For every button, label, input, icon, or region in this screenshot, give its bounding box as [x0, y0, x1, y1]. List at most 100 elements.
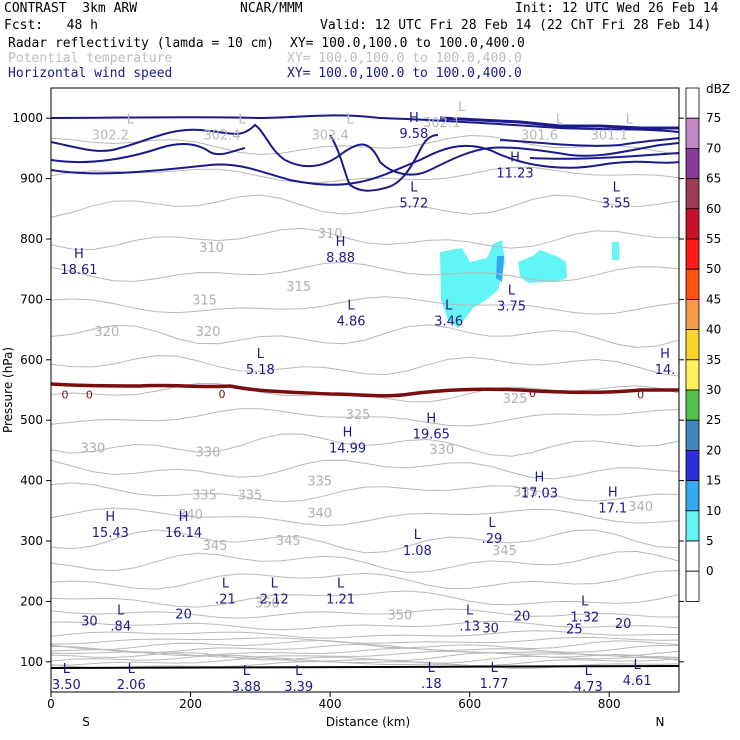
x-tick-label: 200 [179, 697, 202, 711]
pressure-center: H18.61 [60, 247, 97, 278]
reflectivity-shading [440, 240, 619, 328]
y-tick-label: 700 [20, 292, 43, 306]
y-tick-label: 500 [20, 413, 43, 427]
pressure-center: H11.23 [496, 150, 533, 181]
theta-label: 325 [346, 408, 371, 423]
isentrope-line [51, 355, 679, 377]
pressure-center: L1.08 [403, 528, 432, 559]
colorbar-swatch [685, 147, 700, 179]
isentrope-line [51, 643, 679, 654]
colorbar-label: 45 [706, 292, 721, 306]
theta-labels: 350 350 345 345 345 340 340 340 335 335 335 335 330 3… [80, 227, 653, 624]
colorbar-label: 50 [706, 262, 721, 276]
center-value: 4.73 [574, 680, 603, 695]
isentrope-line [51, 459, 679, 480]
center-type: H [426, 411, 436, 426]
colorbar-swatch [685, 87, 700, 119]
field3-xy: XY= 100.0,100.0 to 100.0,400.0 [287, 66, 522, 81]
wind-label: 0 [86, 389, 93, 402]
pressure-center: L1.21 [326, 576, 355, 607]
center-value: 3.75 [497, 299, 526, 314]
center-type: H [105, 510, 115, 525]
center-value: 5.18 [246, 363, 275, 378]
theta-label: 345 [492, 544, 517, 559]
center-type: L [337, 576, 345, 591]
jet-contour [51, 144, 679, 186]
center-type: L [410, 181, 418, 196]
theta-label: 330 [429, 443, 454, 458]
reflectivity-cell [612, 242, 619, 260]
pressure-center: L3.46 [434, 298, 463, 329]
colorbar-label: 5 [706, 534, 714, 548]
colorbar-swatch [685, 570, 700, 602]
isentrope-line [51, 608, 679, 619]
potential-temperature-lines [51, 134, 679, 669]
center-type: H [336, 235, 346, 250]
center-type: L [466, 603, 474, 618]
jet-contour [329, 134, 439, 192]
center-value: 1.32 [570, 610, 599, 625]
pressure-center: H19.65 [413, 411, 450, 442]
surface-label-value: 302.4 [312, 128, 349, 143]
isentrope-line [51, 324, 679, 349]
jet-contour [51, 142, 246, 164]
y-tick-label: 300 [20, 534, 43, 548]
wind-label: 30 [81, 615, 98, 630]
center-value: 11.23 [496, 166, 533, 181]
pressure-center: H14.99 [329, 425, 366, 456]
reflectivity-cell [440, 240, 505, 328]
theta-label: 340 [628, 500, 653, 515]
isentrope-line [51, 529, 679, 554]
center-type: L [271, 576, 279, 591]
center-value: 1.21 [326, 592, 355, 607]
center-type: L [295, 664, 303, 679]
isentrope-line [51, 408, 679, 427]
pressure-center: L.29 [482, 516, 503, 547]
center-value: 17.1 [598, 502, 627, 517]
isentrope-line [51, 570, 679, 590]
init-time: Init: 12 UTC Wed 26 Feb 14 [515, 1, 719, 16]
pressure-centers: L3.50L2.06L3.88L3.39L.18L1.77L4.73L4.61L… [52, 111, 676, 695]
pressure-center: H16.14 [165, 510, 202, 541]
colorbar-label: 75 [706, 111, 721, 125]
surface-label-type: L [556, 112, 564, 127]
x-tick-label: 0 [47, 697, 55, 711]
theta-label: 340 [178, 508, 203, 523]
center-type: L [634, 658, 642, 673]
pressure-center: H17.03 [521, 471, 558, 502]
center-value: .29 [482, 532, 503, 547]
surface-label-value: 302.2 [92, 128, 129, 143]
field2-xy: XY= 100.0,100.0 to 100.0,400.0 [287, 51, 522, 66]
pressure-center: L.21 [215, 576, 236, 607]
theta-label: 335 [237, 488, 262, 503]
colorbar-swatch [685, 389, 700, 421]
colorbar-swatch [685, 238, 700, 270]
surface-label-type: L [127, 112, 135, 127]
center-value: 1.08 [403, 544, 432, 559]
center-type: L [117, 603, 125, 618]
theta-label: 340 [307, 507, 332, 522]
theta-label: 335 [307, 475, 332, 490]
colorbar-label: 70 [706, 141, 721, 155]
pressure-center: L.84 [110, 603, 131, 634]
pressure-center: L2.06 [117, 662, 146, 693]
theta-label: 345 [203, 539, 228, 554]
center-value: 3.55 [602, 197, 631, 212]
isentrope-line [51, 433, 679, 457]
plot-area [51, 88, 679, 692]
center-type: L [257, 347, 265, 362]
isentrope-line [51, 636, 679, 645]
x-tick-label: 400 [319, 697, 342, 711]
center-value: 3.39 [284, 680, 313, 695]
wind-label: 0 [637, 389, 644, 402]
theta-label: 330 [80, 441, 105, 456]
surface-label-type: L [626, 112, 634, 127]
pressure-center: L3.75 [497, 283, 526, 314]
pressure-center: L5.72 [399, 181, 428, 212]
theta-label: 335 [513, 485, 538, 500]
theta-label: 335 [192, 488, 217, 503]
field2-label: Potential temperature [8, 51, 173, 66]
center-type: L [508, 283, 516, 298]
